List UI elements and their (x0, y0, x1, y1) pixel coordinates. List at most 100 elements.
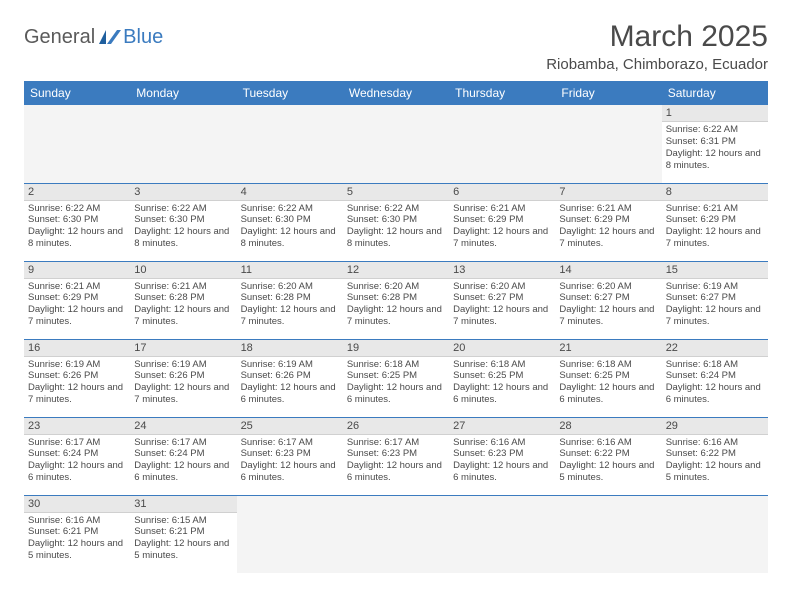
header: General Blue March 2025 Riobamba, Chimbo… (24, 20, 768, 73)
day-details: Sunrise: 6:18 AMSunset: 6:25 PMDaylight:… (555, 357, 661, 409)
day-details: Sunrise: 6:17 AMSunset: 6:24 PMDaylight:… (130, 435, 236, 487)
day-details: Sunrise: 6:18 AMSunset: 6:24 PMDaylight:… (662, 357, 768, 409)
day-number: 4 (237, 184, 343, 201)
calendar-day-cell: 15Sunrise: 6:19 AMSunset: 6:27 PMDayligh… (662, 261, 768, 339)
calendar-header-row: SundayMondayTuesdayWednesdayThursdayFrid… (24, 81, 768, 105)
day-details: Sunrise: 6:22 AMSunset: 6:30 PMDaylight:… (130, 201, 236, 253)
day-details: Sunrise: 6:20 AMSunset: 6:27 PMDaylight:… (555, 279, 661, 331)
day-number: 3 (130, 184, 236, 201)
calendar-empty-cell (343, 105, 449, 183)
day-number: 5 (343, 184, 449, 201)
calendar-day-cell: 11Sunrise: 6:20 AMSunset: 6:28 PMDayligh… (237, 261, 343, 339)
day-details: Sunrise: 6:19 AMSunset: 6:26 PMDaylight:… (130, 357, 236, 409)
day-number: 6 (449, 184, 555, 201)
calendar-empty-cell (130, 105, 236, 183)
calendar-week-row: 30Sunrise: 6:16 AMSunset: 6:21 PMDayligh… (24, 495, 768, 573)
day-number: 15 (662, 262, 768, 279)
location-text: Riobamba, Chimborazo, Ecuador (546, 56, 768, 73)
logo-flag-icon (99, 30, 121, 46)
calendar-day-cell: 12Sunrise: 6:20 AMSunset: 6:28 PMDayligh… (343, 261, 449, 339)
calendar-empty-cell (24, 105, 130, 183)
calendar-day-cell: 5Sunrise: 6:22 AMSunset: 6:30 PMDaylight… (343, 183, 449, 261)
calendar-empty-cell (555, 105, 661, 183)
calendar-day-cell: 4Sunrise: 6:22 AMSunset: 6:30 PMDaylight… (237, 183, 343, 261)
day-header: Tuesday (237, 81, 343, 105)
calendar-day-cell: 17Sunrise: 6:19 AMSunset: 6:26 PMDayligh… (130, 339, 236, 417)
calendar-day-cell: 24Sunrise: 6:17 AMSunset: 6:24 PMDayligh… (130, 417, 236, 495)
day-details: Sunrise: 6:22 AMSunset: 6:30 PMDaylight:… (343, 201, 449, 253)
calendar-table: SundayMondayTuesdayWednesdayThursdayFrid… (24, 81, 768, 573)
logo: General Blue (24, 26, 163, 49)
day-details: Sunrise: 6:20 AMSunset: 6:28 PMDaylight:… (237, 279, 343, 331)
calendar-day-cell: 25Sunrise: 6:17 AMSunset: 6:23 PMDayligh… (237, 417, 343, 495)
day-header: Thursday (449, 81, 555, 105)
day-details: Sunrise: 6:17 AMSunset: 6:23 PMDaylight:… (237, 435, 343, 487)
calendar-day-cell: 3Sunrise: 6:22 AMSunset: 6:30 PMDaylight… (130, 183, 236, 261)
calendar-day-cell: 22Sunrise: 6:18 AMSunset: 6:24 PMDayligh… (662, 339, 768, 417)
day-header: Saturday (662, 81, 768, 105)
calendar-week-row: 9Sunrise: 6:21 AMSunset: 6:29 PMDaylight… (24, 261, 768, 339)
day-details: Sunrise: 6:21 AMSunset: 6:29 PMDaylight:… (555, 201, 661, 253)
calendar-day-cell: 21Sunrise: 6:18 AMSunset: 6:25 PMDayligh… (555, 339, 661, 417)
day-number: 29 (662, 418, 768, 435)
calendar-day-cell: 14Sunrise: 6:20 AMSunset: 6:27 PMDayligh… (555, 261, 661, 339)
calendar-empty-cell (237, 105, 343, 183)
calendar-day-cell: 23Sunrise: 6:17 AMSunset: 6:24 PMDayligh… (24, 417, 130, 495)
calendar-day-cell: 30Sunrise: 6:16 AMSunset: 6:21 PMDayligh… (24, 495, 130, 573)
day-number: 2 (24, 184, 130, 201)
day-details: Sunrise: 6:22 AMSunset: 6:31 PMDaylight:… (662, 122, 768, 174)
day-number: 23 (24, 418, 130, 435)
day-number: 20 (449, 340, 555, 357)
day-details: Sunrise: 6:22 AMSunset: 6:30 PMDaylight:… (24, 201, 130, 253)
calendar-day-cell: 10Sunrise: 6:21 AMSunset: 6:28 PMDayligh… (130, 261, 236, 339)
day-number: 14 (555, 262, 661, 279)
day-number: 13 (449, 262, 555, 279)
calendar-week-row: 2Sunrise: 6:22 AMSunset: 6:30 PMDaylight… (24, 183, 768, 261)
day-details: Sunrise: 6:16 AMSunset: 6:22 PMDaylight:… (662, 435, 768, 487)
calendar-day-cell: 31Sunrise: 6:15 AMSunset: 6:21 PMDayligh… (130, 495, 236, 573)
day-number: 17 (130, 340, 236, 357)
calendar-day-cell: 27Sunrise: 6:16 AMSunset: 6:23 PMDayligh… (449, 417, 555, 495)
day-details: Sunrise: 6:15 AMSunset: 6:21 PMDaylight:… (130, 513, 236, 565)
day-details: Sunrise: 6:21 AMSunset: 6:28 PMDaylight:… (130, 279, 236, 331)
calendar-empty-cell (449, 105, 555, 183)
calendar-day-cell: 6Sunrise: 6:21 AMSunset: 6:29 PMDaylight… (449, 183, 555, 261)
calendar-day-cell: 26Sunrise: 6:17 AMSunset: 6:23 PMDayligh… (343, 417, 449, 495)
day-details: Sunrise: 6:20 AMSunset: 6:27 PMDaylight:… (449, 279, 555, 331)
day-number: 24 (130, 418, 236, 435)
day-details: Sunrise: 6:18 AMSunset: 6:25 PMDaylight:… (343, 357, 449, 409)
day-number: 18 (237, 340, 343, 357)
day-number: 16 (24, 340, 130, 357)
calendar-day-cell: 28Sunrise: 6:16 AMSunset: 6:22 PMDayligh… (555, 417, 661, 495)
calendar-day-cell: 19Sunrise: 6:18 AMSunset: 6:25 PMDayligh… (343, 339, 449, 417)
day-number: 22 (662, 340, 768, 357)
day-details: Sunrise: 6:19 AMSunset: 6:26 PMDaylight:… (24, 357, 130, 409)
day-number: 19 (343, 340, 449, 357)
day-number: 9 (24, 262, 130, 279)
calendar-empty-cell (449, 495, 555, 573)
day-header: Wednesday (343, 81, 449, 105)
calendar-week-row: 1Sunrise: 6:22 AMSunset: 6:31 PMDaylight… (24, 105, 768, 183)
day-number: 31 (130, 496, 236, 513)
calendar-day-cell: 13Sunrise: 6:20 AMSunset: 6:27 PMDayligh… (449, 261, 555, 339)
calendar-day-cell: 2Sunrise: 6:22 AMSunset: 6:30 PMDaylight… (24, 183, 130, 261)
logo-text-general: General (24, 26, 95, 49)
day-header: Friday (555, 81, 661, 105)
calendar-empty-cell (662, 495, 768, 573)
title-block: March 2025 Riobamba, Chimborazo, Ecuador (546, 20, 768, 73)
calendar-day-cell: 9Sunrise: 6:21 AMSunset: 6:29 PMDaylight… (24, 261, 130, 339)
day-number: 26 (343, 418, 449, 435)
day-number: 27 (449, 418, 555, 435)
calendar-day-cell: 7Sunrise: 6:21 AMSunset: 6:29 PMDaylight… (555, 183, 661, 261)
day-details: Sunrise: 6:19 AMSunset: 6:27 PMDaylight:… (662, 279, 768, 331)
day-number: 28 (555, 418, 661, 435)
day-number: 8 (662, 184, 768, 201)
calendar-day-cell: 1Sunrise: 6:22 AMSunset: 6:31 PMDaylight… (662, 105, 768, 183)
day-number: 25 (237, 418, 343, 435)
day-number: 10 (130, 262, 236, 279)
day-details: Sunrise: 6:22 AMSunset: 6:30 PMDaylight:… (237, 201, 343, 253)
day-number: 1 (662, 105, 768, 122)
calendar-week-row: 16Sunrise: 6:19 AMSunset: 6:26 PMDayligh… (24, 339, 768, 417)
calendar-day-cell: 20Sunrise: 6:18 AMSunset: 6:25 PMDayligh… (449, 339, 555, 417)
day-number: 30 (24, 496, 130, 513)
